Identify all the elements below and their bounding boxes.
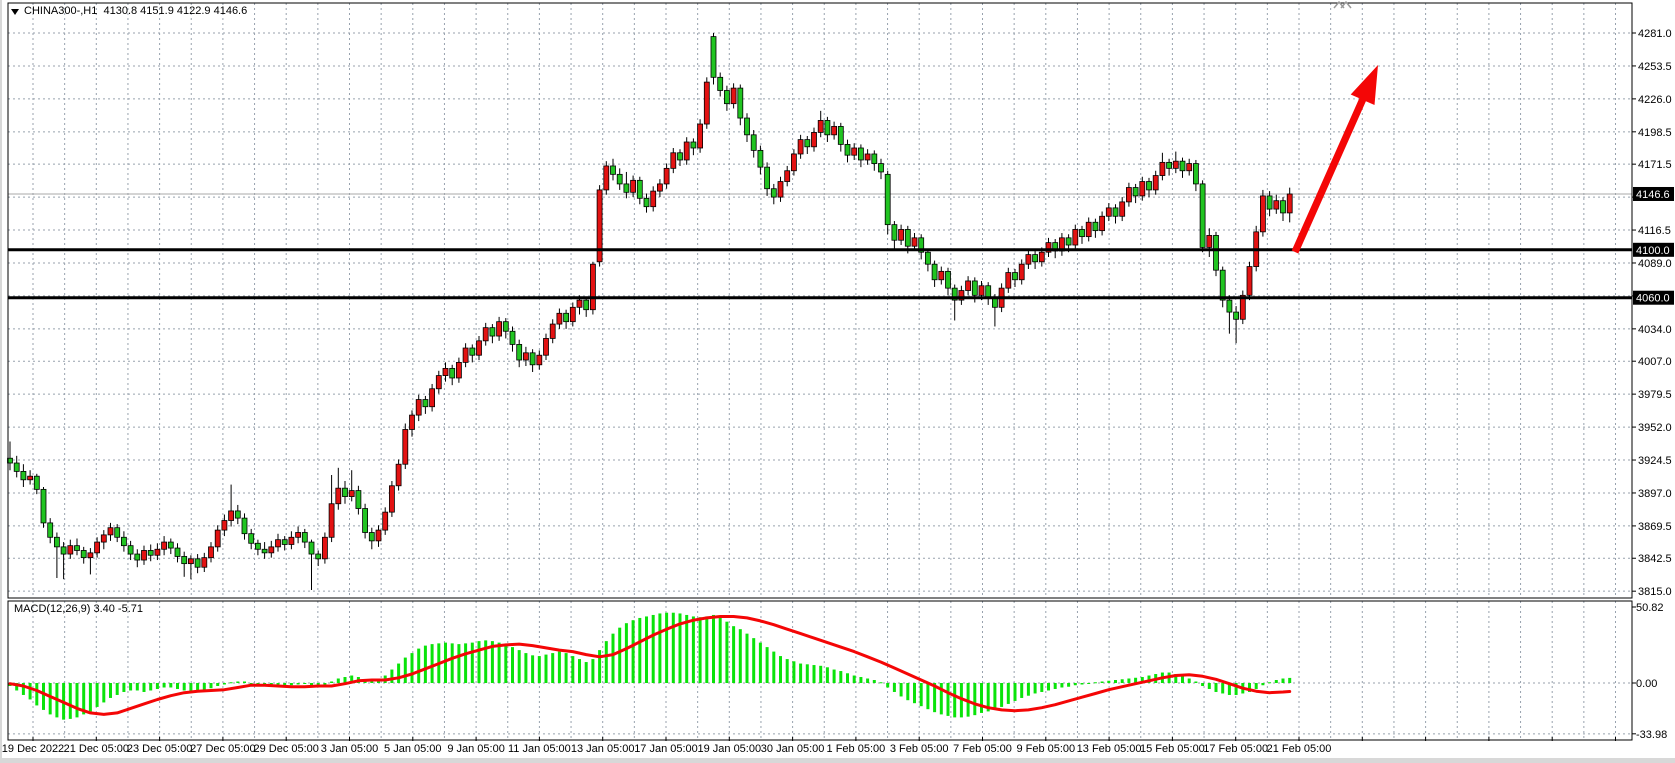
main-panel-border	[7, 2, 1633, 599]
price-badge-line: 4100.0	[1633, 242, 1674, 257]
svg-text:4198.5: 4198.5	[1638, 127, 1672, 139]
svg-text:3952.0: 3952.0	[1638, 422, 1672, 434]
window-edge-left	[0, 0, 2, 763]
svg-text:15 Feb 05:00: 15 Feb 05:00	[1140, 743, 1205, 755]
svg-text:27 Dec 05:00: 27 Dec 05:00	[190, 743, 255, 755]
svg-text:1 Feb 05:00: 1 Feb 05:00	[827, 743, 886, 755]
svg-text:-33.98: -33.98	[1636, 729, 1667, 741]
svg-text:50.82: 50.82	[1636, 602, 1664, 614]
svg-text:4226.0: 4226.0	[1638, 94, 1672, 106]
svg-text:7 Feb 05:00: 7 Feb 05:00	[953, 743, 1012, 755]
macd-signal-line	[8, 615, 1292, 716]
chart-shift-marker[interactable]	[1333, 0, 1352, 9]
svg-text:3869.5: 3869.5	[1638, 521, 1672, 533]
svg-text:4253.5: 4253.5	[1638, 61, 1672, 73]
macd-histogram	[8, 612, 1292, 720]
svg-text:0.00: 0.00	[1636, 678, 1657, 690]
candles-layer	[7, 33, 1293, 590]
svg-text:11 Jan 05:00: 11 Jan 05:00	[508, 743, 571, 755]
svg-text:23 Dec 05:00: 23 Dec 05:00	[127, 743, 192, 755]
svg-text:3924.5: 3924.5	[1638, 455, 1672, 467]
svg-text:21 Dec 05:00: 21 Dec 05:00	[64, 743, 129, 755]
svg-text:3 Feb 05:00: 3 Feb 05:00	[890, 743, 949, 755]
svg-text:3842.5: 3842.5	[1638, 553, 1672, 565]
svg-text:9 Jan 05:00: 9 Jan 05:00	[447, 743, 505, 755]
chart-title-ohlc: 4130.8 4151.9 4122.9 4146.6	[103, 5, 248, 17]
svg-text:4146.6: 4146.6	[1636, 189, 1670, 201]
macd-panel-border	[7, 600, 1633, 741]
svg-text:19 Dec 2022: 19 Dec 2022	[2, 743, 64, 755]
svg-text:9 Feb 05:00: 9 Feb 05:00	[1016, 743, 1075, 755]
svg-text:5 Jan 05:00: 5 Jan 05:00	[384, 743, 442, 755]
symbol-dropdown-icon[interactable]	[11, 9, 19, 15]
trend-arrow[interactable]	[1291, 65, 1378, 254]
svg-text:3815.0: 3815.0	[1638, 586, 1672, 598]
macd-indicator-label: MACD(12,26,9) 3.40 -5.71	[14, 603, 144, 615]
svg-text:21 Feb 05:00: 21 Feb 05:00	[1267, 743, 1332, 755]
macd-axis[interactable]: 50.82 0.00 -33.98	[1632, 602, 1667, 741]
window-edge-bottom	[0, 758, 1675, 763]
svg-text:3979.5: 3979.5	[1638, 389, 1672, 401]
price-badge-line: 4060.0	[1633, 290, 1674, 305]
svg-text:19 Jan 05:00: 19 Jan 05:00	[697, 743, 761, 755]
svg-text:13 Jan 05:00: 13 Jan 05:00	[571, 743, 635, 755]
svg-text:4089.0: 4089.0	[1638, 258, 1672, 270]
svg-text:29 Dec 05:00: 29 Dec 05:00	[253, 743, 318, 755]
svg-text:4100.0: 4100.0	[1636, 245, 1670, 257]
chart-title: CHINA300-,H1 4130.8 4151.9 4122.9 4146.6	[24, 5, 247, 17]
svg-text:30 Jan 05:00: 30 Jan 05:00	[761, 743, 825, 755]
svg-text:4007.0: 4007.0	[1638, 356, 1672, 368]
svg-text:4281.0: 4281.0	[1638, 28, 1672, 40]
svg-text:3 Jan 05:00: 3 Jan 05:00	[321, 743, 379, 755]
svg-text:17 Jan 05:00: 17 Jan 05:00	[634, 743, 698, 755]
svg-text:4060.0: 4060.0	[1636, 293, 1670, 305]
svg-text:4171.5: 4171.5	[1638, 159, 1672, 171]
svg-text:4116.5: 4116.5	[1638, 225, 1671, 237]
svg-text:13 Feb 05:00: 13 Feb 05:00	[1077, 743, 1142, 755]
chart-title-symbol: CHINA300-,H1	[24, 5, 98, 17]
svg-text:4034.0: 4034.0	[1638, 324, 1672, 336]
price-axis[interactable]: 4281.0 4253.5 4226.0 4198.5 4171.5 4116.5 4089…	[1632, 28, 1672, 598]
price-badge-current: 4146.6	[1633, 186, 1674, 201]
svg-text:17 Feb 05:00: 17 Feb 05:00	[1203, 743, 1268, 755]
svg-text:3897.0: 3897.0	[1638, 488, 1672, 500]
grid-layer	[8, 3, 1632, 740]
